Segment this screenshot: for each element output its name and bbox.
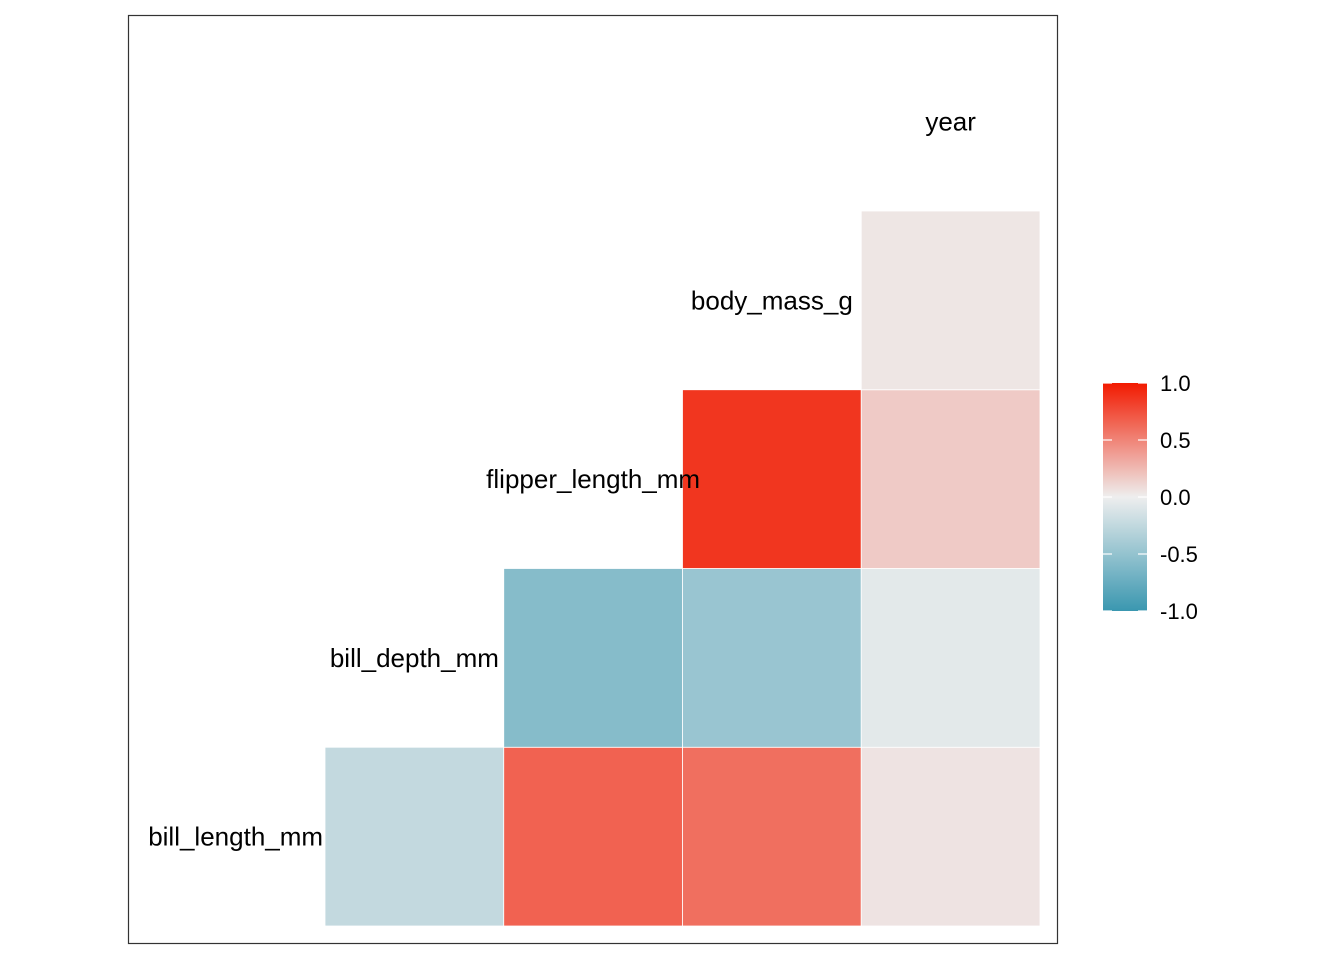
heatmap-cell — [682, 389, 862, 569]
legend-ticks: 1.0 0.5 0.0 -0.5 -1.0 — [1103, 371, 1198, 624]
heatmap-cells — [324, 210, 1041, 927]
legend-tick-label: -0.5 — [1160, 542, 1198, 567]
variable-labels: bill_length_mm bill_depth_mm flipper_lengt… — [148, 107, 976, 852]
legend-tick-label: -1.0 — [1160, 599, 1198, 624]
variable-label: body_mass_g — [691, 285, 853, 315]
heatmap-cell — [324, 746, 505, 927]
heatmap-cell — [860, 746, 1041, 927]
legend-tick-label: 0.0 — [1160, 485, 1191, 510]
heatmap-cell — [503, 746, 683, 927]
variable-label: flipper_length_mm — [486, 464, 700, 494]
legend-tick-label: 0.5 — [1160, 428, 1191, 453]
heatmap-cell — [503, 568, 683, 748]
heatmap-cell — [860, 568, 1041, 748]
color-legend: 1.0 0.5 0.0 -0.5 -1.0 — [1103, 371, 1198, 624]
variable-label: bill_depth_mm — [330, 643, 499, 673]
heatmap-cell — [682, 746, 862, 927]
heatmap-cell — [860, 210, 1041, 391]
heatmap-cell — [860, 389, 1041, 569]
legend-tick-label: 1.0 — [1160, 371, 1191, 396]
variable-label: bill_length_mm — [148, 822, 323, 852]
variable-label: year — [925, 107, 976, 137]
heatmap-cell — [682, 568, 862, 748]
